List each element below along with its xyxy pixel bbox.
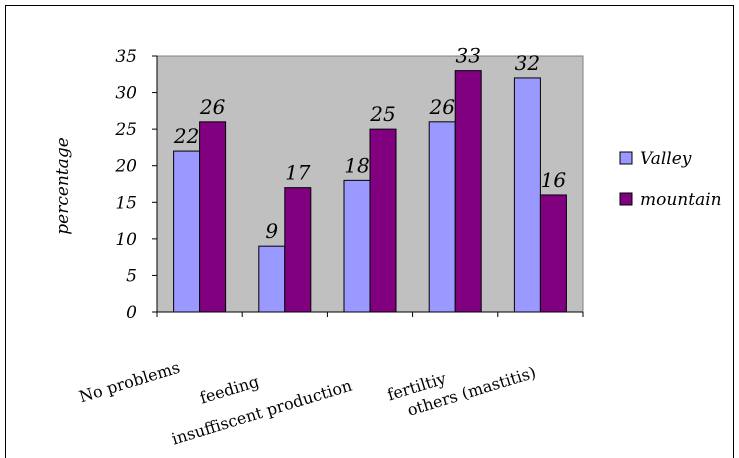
legend: Valley mountain xyxy=(619,149,722,210)
x-tick-label: No problems xyxy=(77,358,182,407)
bar-mountain-1 xyxy=(284,187,312,313)
bar-mountain-2 xyxy=(369,128,397,313)
y-tick-label: 20 xyxy=(114,157,137,177)
bar-valley-2 xyxy=(343,179,371,313)
bar-mountain-3 xyxy=(454,70,482,313)
y-tick-label: 15 xyxy=(115,193,137,213)
data-label: 32 xyxy=(515,51,540,75)
data-label: 25 xyxy=(369,102,395,126)
legend-swatch-mountain xyxy=(619,192,633,206)
bar-valley-1 xyxy=(258,245,286,313)
chart-frame xyxy=(5,5,734,458)
data-label: 26 xyxy=(199,95,226,119)
legend-swatch-valley xyxy=(619,151,633,165)
data-label: 33 xyxy=(455,44,480,68)
data-label: 18 xyxy=(344,153,369,177)
y-tick-label: 5 xyxy=(126,266,137,286)
bar-valley-4 xyxy=(513,77,541,313)
data-label: 22 xyxy=(173,124,199,148)
y-tick-label: 35 xyxy=(115,47,137,67)
legend-label-mountain: mountain xyxy=(640,190,722,210)
bar-mountain-4 xyxy=(539,194,567,313)
bar-valley-0 xyxy=(173,150,201,313)
data-label: 26 xyxy=(428,95,455,119)
bar-mountain-0 xyxy=(199,121,227,313)
bar-valley-3 xyxy=(428,121,456,313)
y-tick-label: 30 xyxy=(115,84,137,104)
y-tick-label: 0 xyxy=(126,303,137,323)
y-tick-label: 10 xyxy=(115,230,137,250)
x-tick-label: insuffiscent production xyxy=(169,376,354,449)
data-label: 16 xyxy=(541,168,567,192)
x-tick-label: feeding xyxy=(198,372,262,408)
legend-label-valley: Valley xyxy=(640,149,692,169)
y-axis-label: percentage xyxy=(53,137,73,235)
y-tick-label: 25 xyxy=(114,120,137,140)
data-label: 17 xyxy=(285,161,311,185)
data-label: 9 xyxy=(265,219,278,243)
